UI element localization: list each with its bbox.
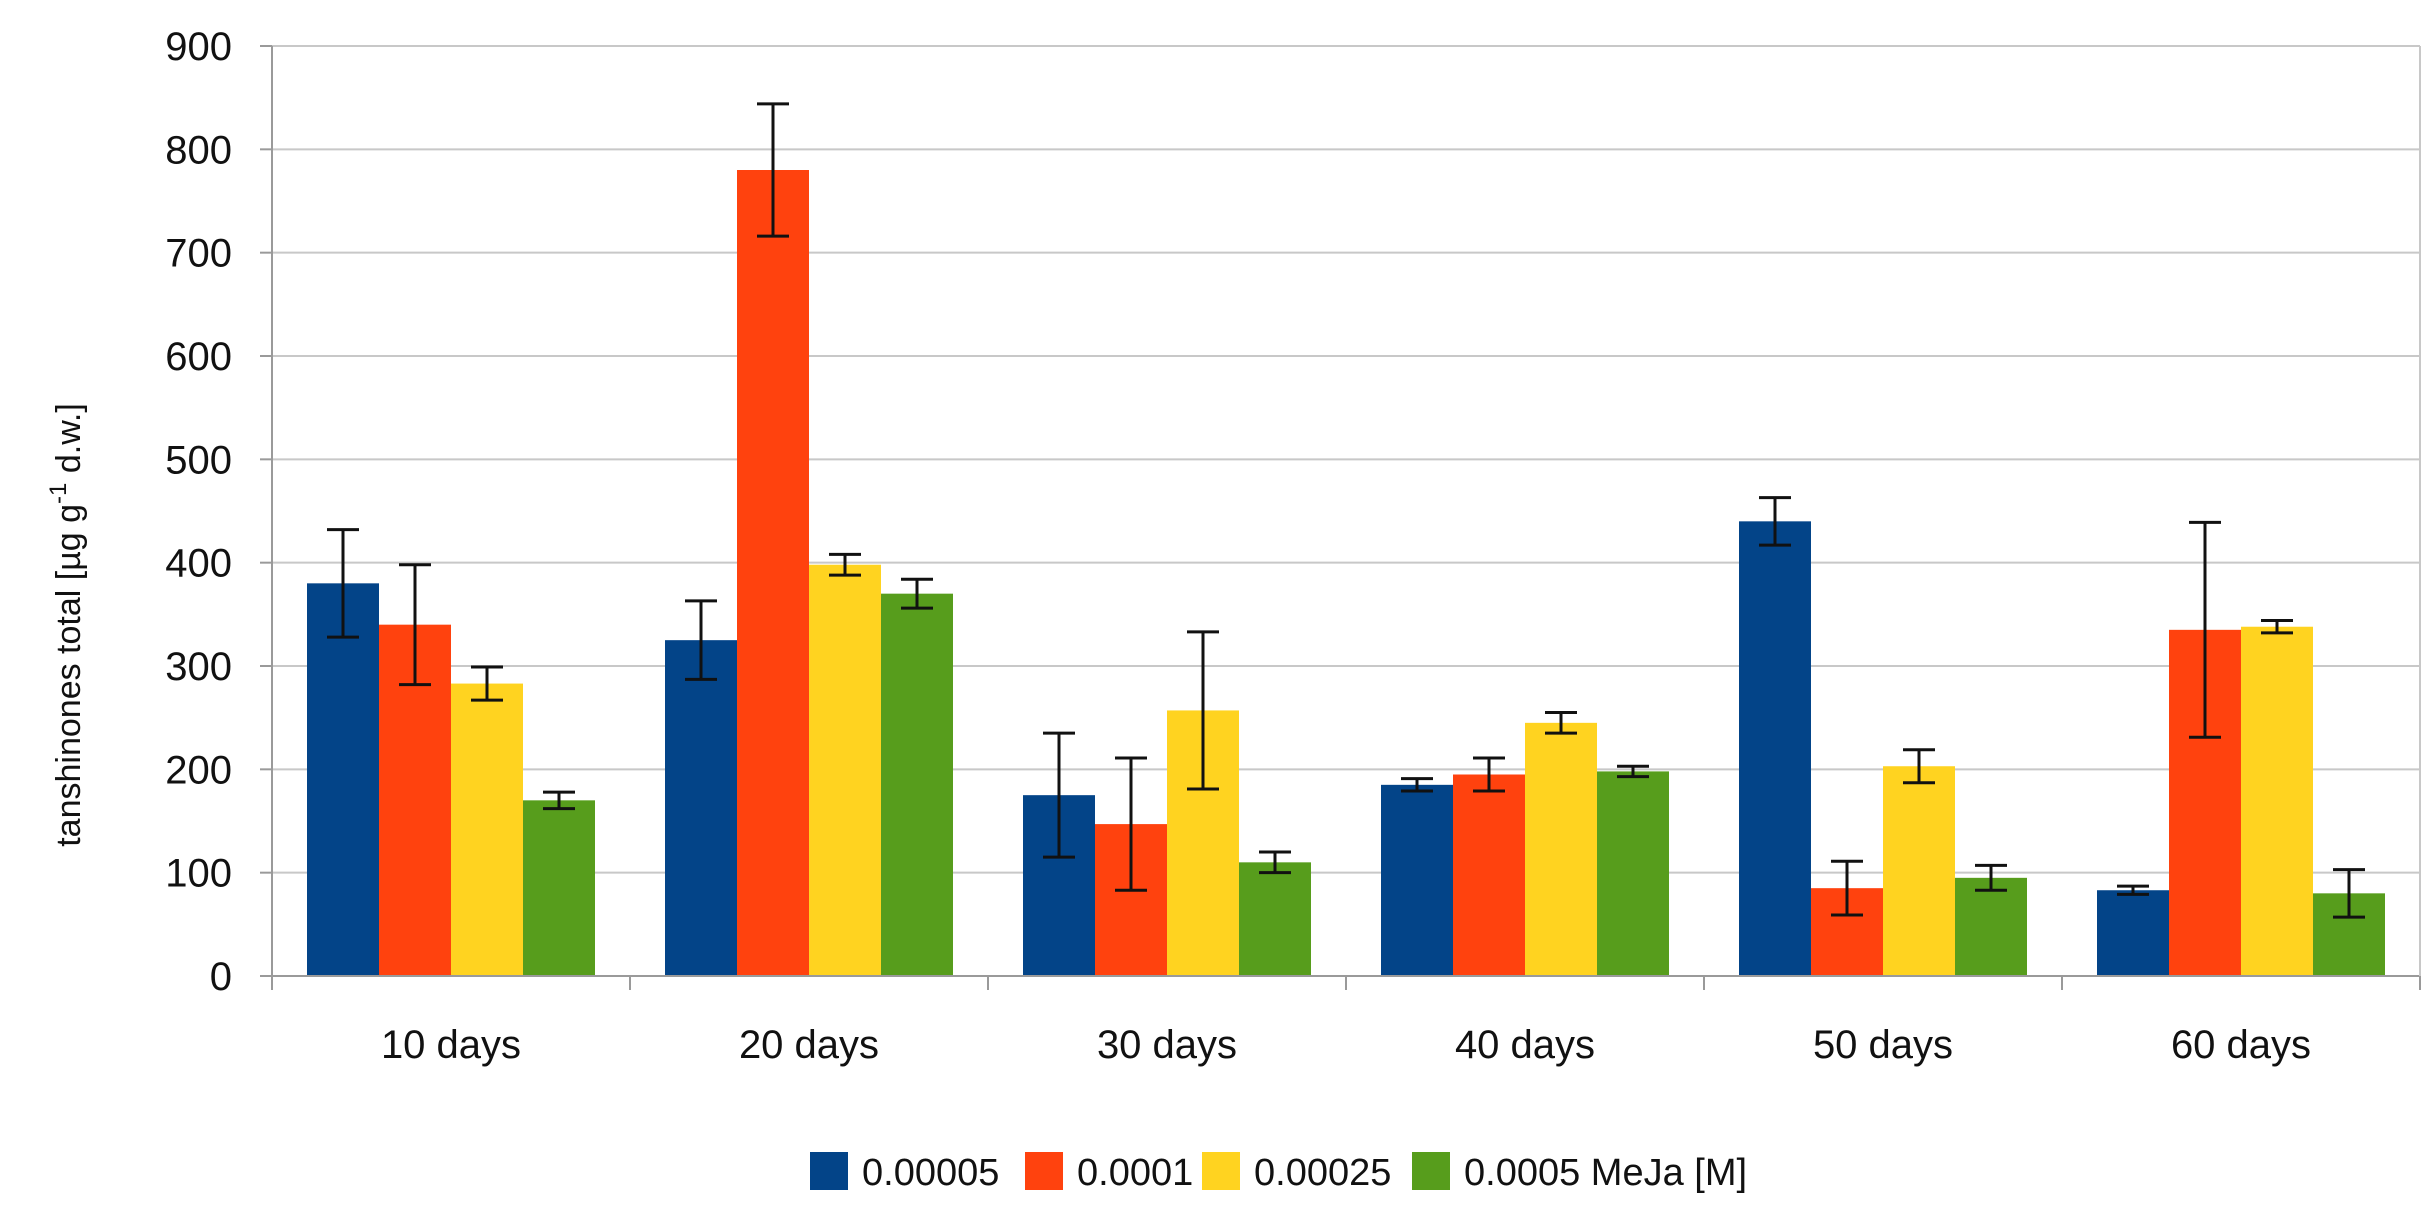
error-bar-2-series-1 bbox=[685, 599, 717, 681]
bar-2-series-3 bbox=[809, 564, 881, 976]
bar-1-series-4 bbox=[523, 800, 595, 976]
error-bar-4-series-3 bbox=[1545, 711, 1577, 735]
error-bar-5-series-2 bbox=[1831, 859, 1863, 917]
y-tick-labels: 0 100 200 300 400 500 600 700 800 900 bbox=[165, 25, 232, 999]
bar-4-series-3 bbox=[1525, 722, 1597, 976]
error-bar-2-series-3 bbox=[829, 552, 861, 577]
x-tick-label: 50 days bbox=[1813, 1023, 1953, 1067]
legend-item-1: 0.00005 bbox=[810, 1152, 999, 1194]
y-tick-label: 300 bbox=[165, 645, 232, 689]
y-tick-label: 700 bbox=[165, 232, 232, 276]
error-bar-5-series-1 bbox=[1759, 496, 1791, 547]
legend-item-2: 0.0001 bbox=[1025, 1152, 1193, 1194]
legend-label: 0.0005 MeJa [M] bbox=[1464, 1152, 1747, 1194]
error-bar-4-series-1 bbox=[1401, 777, 1433, 793]
legend-swatch bbox=[1202, 1152, 1240, 1190]
error-bar-3-series-1 bbox=[1043, 731, 1075, 859]
y-tick-label: 800 bbox=[165, 128, 232, 172]
y-tick-label: 100 bbox=[165, 852, 232, 896]
legend-item-3: 0.00025 bbox=[1202, 1152, 1391, 1194]
error-bar-5-series-4 bbox=[1975, 863, 2007, 892]
error-bar-1-series-1 bbox=[327, 528, 359, 639]
axes bbox=[271, 46, 2421, 990]
error-bar-2-series-2 bbox=[757, 102, 789, 238]
grid-lines bbox=[260, 45, 2420, 977]
y-tick-label: 500 bbox=[165, 438, 232, 482]
error-bar-3-series-4 bbox=[1259, 850, 1291, 875]
error-bar-6-series-2 bbox=[2189, 520, 2221, 739]
y-axis-title: tanshinones total [µg g-1 d.w.] bbox=[45, 403, 88, 847]
x-tick-label: 60 days bbox=[2171, 1023, 2311, 1067]
x-tick-label: 10 days bbox=[381, 1023, 521, 1067]
bar-3-series-4 bbox=[1239, 862, 1311, 976]
legend-swatch bbox=[810, 1152, 848, 1190]
error-bar-1-series-4 bbox=[543, 790, 575, 811]
x-tick-label: 40 days bbox=[1455, 1023, 1595, 1067]
bar-4-series-1 bbox=[1381, 784, 1453, 976]
legend-label: 0.00025 bbox=[1254, 1152, 1391, 1194]
y-tick-label: 400 bbox=[165, 542, 232, 586]
x-tick-label: 20 days bbox=[739, 1023, 879, 1067]
bar-2-series-4 bbox=[881, 593, 953, 976]
y-tick-label: 200 bbox=[165, 748, 232, 792]
y-axis-title-main: tanshinones total [µg g bbox=[50, 504, 88, 847]
bar-5-series-1 bbox=[1739, 521, 1811, 976]
legend-item-4: 0.0005 MeJa [M] bbox=[1412, 1152, 1747, 1194]
error-bar-6-series-3 bbox=[2261, 619, 2293, 635]
bar-5-series-4 bbox=[1955, 877, 2027, 976]
error-bar-3-series-3 bbox=[1187, 630, 1219, 791]
bar-4-series-2 bbox=[1453, 774, 1525, 976]
bar-5-series-3 bbox=[1883, 766, 1955, 976]
y-tick-label: 600 bbox=[165, 335, 232, 379]
bar-6-series-3 bbox=[2241, 626, 2313, 976]
legend-swatch bbox=[1025, 1152, 1063, 1190]
bar-2-series-1 bbox=[665, 640, 737, 976]
y-tick-label: 0 bbox=[210, 955, 232, 999]
error-bar-2-series-4 bbox=[901, 577, 933, 610]
error-bar-5-series-3 bbox=[1903, 748, 1935, 785]
bar-6-series-1 bbox=[2097, 890, 2169, 976]
bar-2-series-2 bbox=[737, 170, 809, 976]
legend-swatch bbox=[1412, 1152, 1450, 1190]
error-bar-4-series-2 bbox=[1473, 756, 1505, 793]
error-bar-1-series-3 bbox=[471, 665, 503, 702]
legend-label: 0.0001 bbox=[1077, 1152, 1193, 1194]
bar-4-series-4 bbox=[1597, 771, 1669, 976]
error-bar-4-series-4 bbox=[1617, 764, 1649, 779]
error-bar-6-series-1 bbox=[2117, 884, 2149, 896]
error-bar-6-series-4 bbox=[2333, 868, 2365, 919]
error-bar-3-series-2 bbox=[1115, 756, 1147, 892]
y-axis-title-superscript: -1 bbox=[45, 483, 72, 504]
bars bbox=[307, 170, 2385, 976]
y-tick-label: 900 bbox=[165, 25, 232, 69]
y-axis-title-suffix: d.w.] bbox=[50, 403, 88, 482]
bar-1-series-1 bbox=[307, 583, 379, 976]
legend-label: 0.00005 bbox=[862, 1152, 999, 1194]
legend: 0.00005 0.0001 0.00025 0.0005 MeJa [M] bbox=[810, 1152, 1747, 1194]
error-bar-1-series-2 bbox=[399, 563, 431, 687]
error-bars bbox=[327, 102, 2365, 919]
x-tick-labels: 10 days 20 days 30 days 40 days 50 days 60 da… bbox=[381, 1023, 2311, 1067]
x-tick-label: 30 days bbox=[1097, 1023, 1237, 1067]
bar-1-series-3 bbox=[451, 683, 523, 976]
